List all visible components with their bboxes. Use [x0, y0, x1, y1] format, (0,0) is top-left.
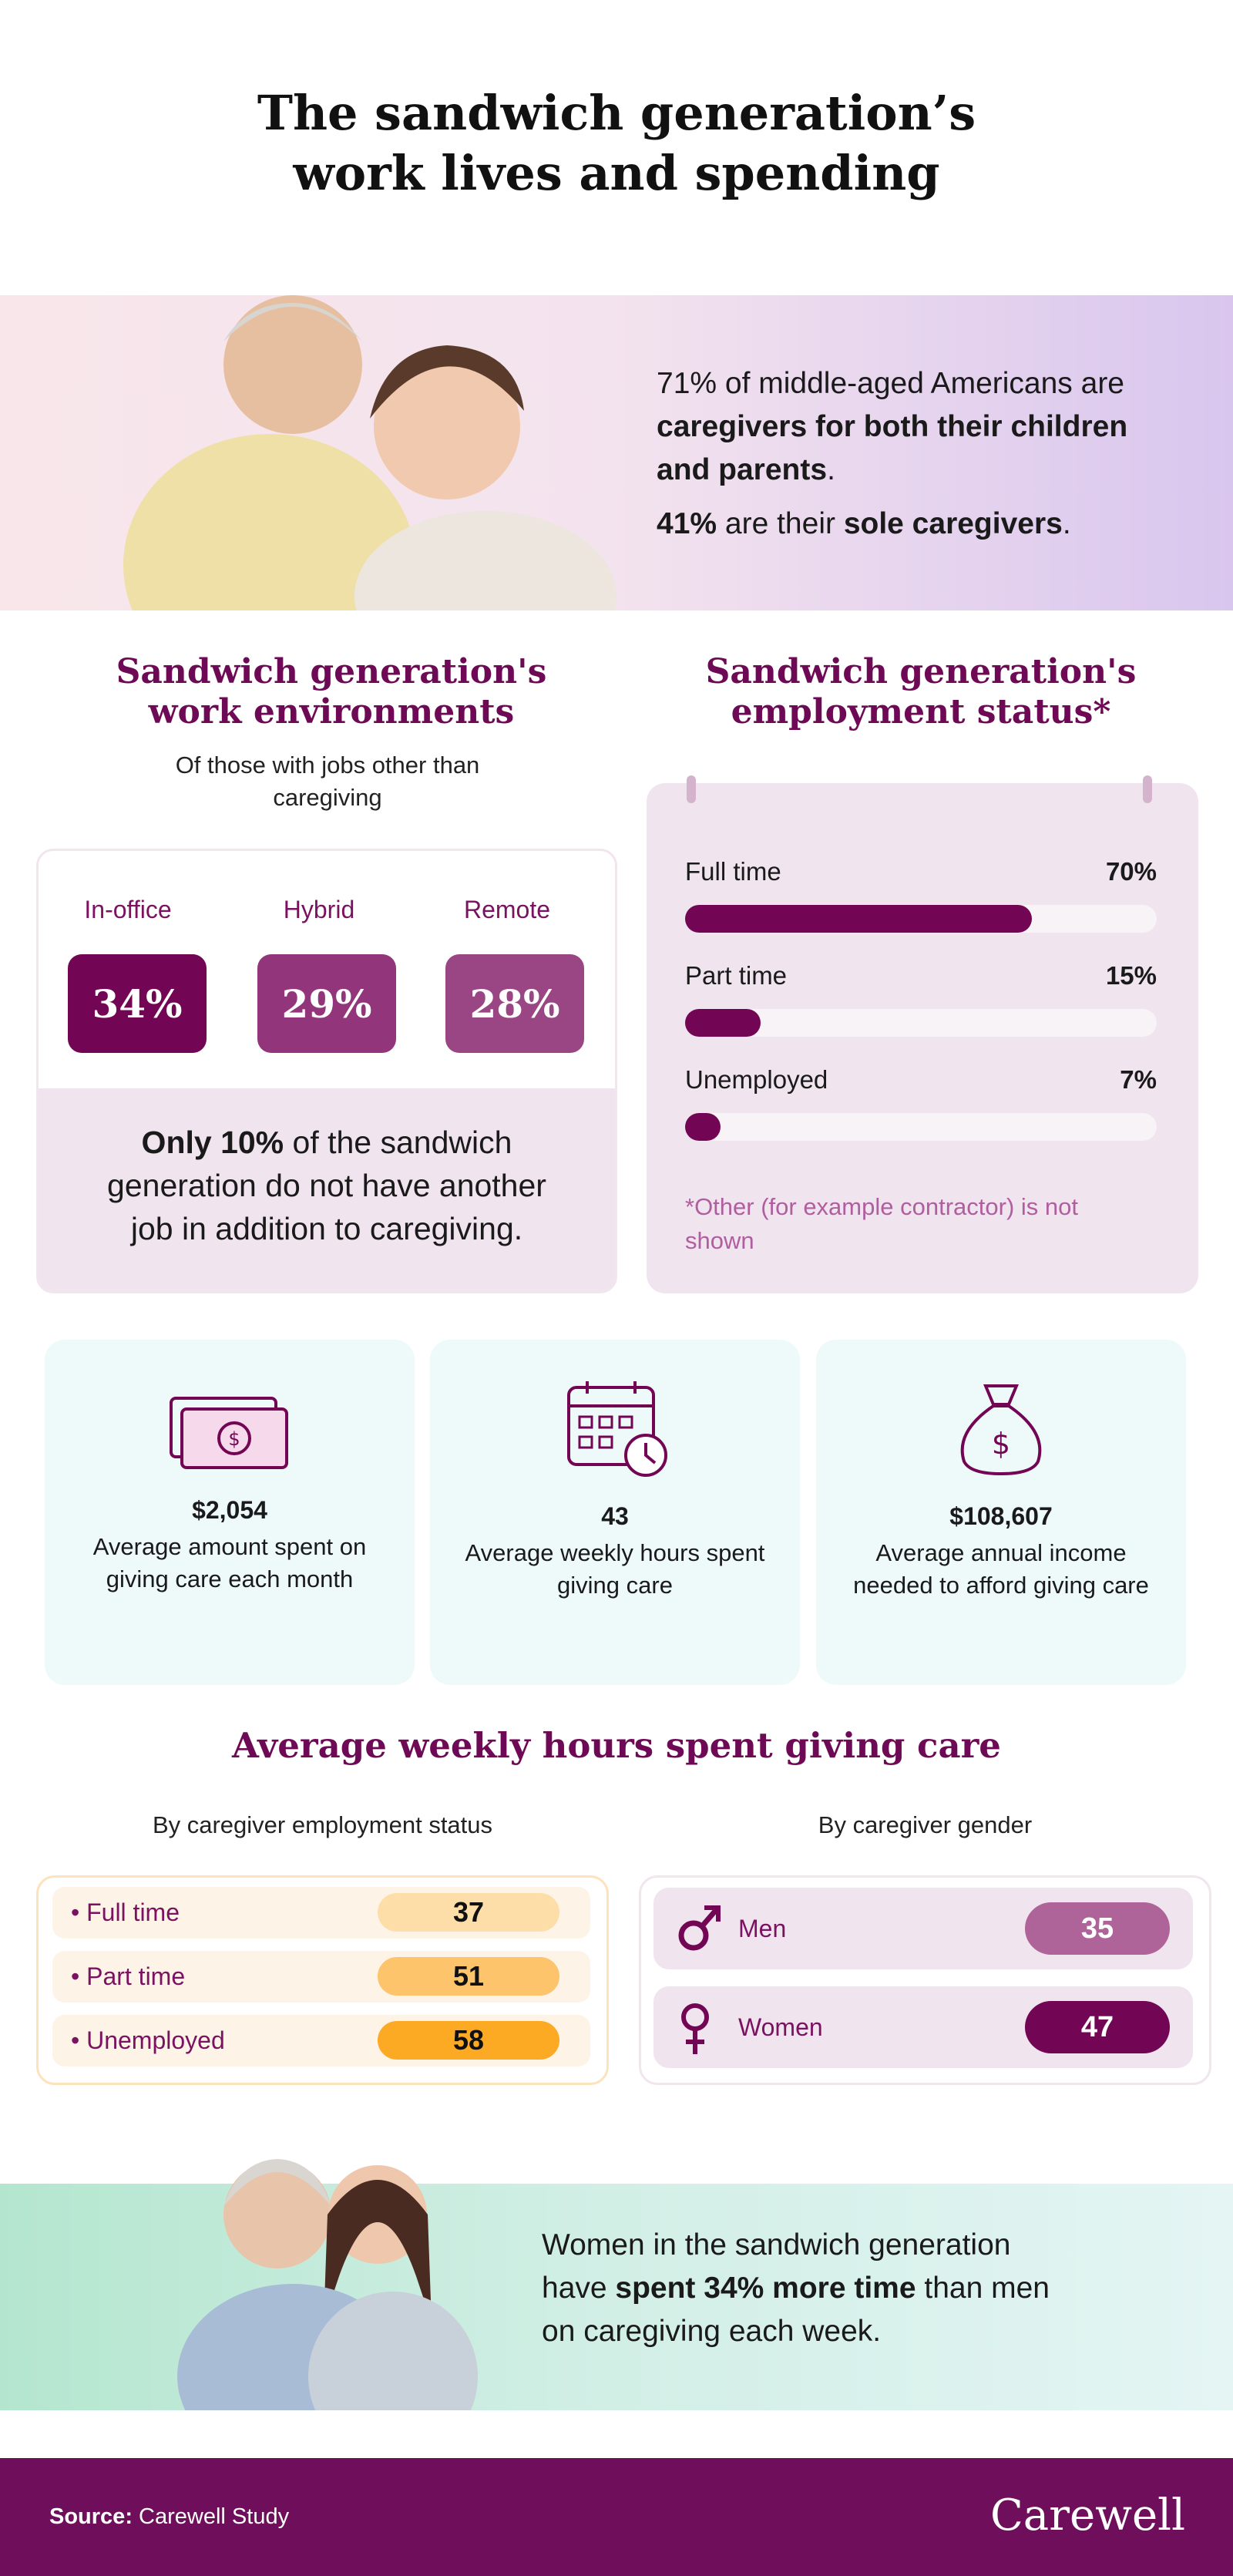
hero-text-bold: 41% — [657, 507, 717, 540]
gender-value: 35 — [1025, 1902, 1170, 1955]
stat-value: $108,607 — [949, 1502, 1053, 1530]
weekly-hours-title: Average weekly hours spent giving care — [232, 1725, 1001, 1766]
stat-value: 43 — [601, 1502, 629, 1530]
work-env-note: Only 10% of the sandwich generation do n… — [39, 1088, 615, 1291]
money-bag-icon: $ — [960, 1384, 1042, 1476]
hours-by-employment-card: • Full time 37 • Part time 51 • Unemployed… — [36, 1875, 609, 2085]
stat-description: Average weekly hours spent giving care — [465, 1539, 765, 1599]
page-title: The sandwich generation’s work lives and… — [0, 83, 1233, 203]
hours-value: 58 — [378, 2021, 559, 2060]
hours-value: 51 — [378, 1957, 559, 1996]
gender-row: Women 47 — [653, 1986, 1193, 2068]
stat-value: $2,054 — [192, 1496, 267, 1524]
stat-card: $ $2,054 Average amount spent on giving … — [45, 1340, 415, 1685]
band-text-bold: spent 34% more time — [615, 2272, 916, 2305]
progress-track — [685, 1113, 1157, 1141]
work-env-card: In-office Hybrid Remote 34% 29% 28% Only… — [36, 849, 617, 1293]
hours-row: • Full time 37 — [52, 1887, 590, 1939]
footer: Source: Carewell Study Carewell — [0, 2458, 1233, 2576]
hours-label-text: Unemployed — [86, 2026, 225, 2054]
women-caregiving-banner: Women in the sandwich generation have sp… — [0, 2159, 1233, 2410]
hero-banner: 71% of middle-aged Americans are caregiv… — [0, 295, 1233, 610]
hours-label: • Part time — [71, 1962, 186, 1990]
title-line: work lives and spending — [293, 145, 940, 201]
hero-text-part: . — [1062, 507, 1071, 540]
hero-text-part: are their — [717, 507, 844, 540]
employment-value: 7% — [1120, 1065, 1157, 1094]
stat-card: 43 Average weekly hours spent giving car… — [430, 1340, 800, 1685]
employment-title: Sandwich generation's employment status* — [705, 652, 1137, 731]
carewell-logo: Carewell — [989, 2490, 1185, 2541]
hero-text-part: 71% of middle-aged Americans are — [657, 367, 1124, 400]
hero-text-bold: sole caregivers — [843, 507, 1063, 540]
work-env-label: In-office — [84, 896, 172, 923]
gender-row: Men 35 — [653, 1888, 1193, 1969]
female-icon — [681, 2003, 709, 2054]
progress-track — [685, 1009, 1157, 1037]
source-text: Carewell Study — [132, 2504, 290, 2529]
employment-value: 70% — [1105, 857, 1157, 886]
progress-fill — [685, 905, 1032, 933]
pin-decoration — [687, 775, 696, 803]
gender-label: Women — [738, 2013, 823, 2041]
calendar-clock-icon — [567, 1381, 667, 1477]
svg-text:$: $ — [992, 1427, 1010, 1461]
women-caregiving-text: Women in the sandwich generation have sp… — [542, 2224, 1081, 2353]
money-icon: $ — [170, 1397, 288, 1469]
employment-row: Part time 15% — [685, 961, 1157, 1037]
work-env-value: 28% — [445, 954, 584, 1053]
mother-daughter-photo — [162, 2122, 485, 2410]
hero-text: 71% of middle-aged Americans are caregiv… — [657, 362, 1165, 546]
work-env-value: 34% — [68, 954, 207, 1053]
work-env-label: Remote — [463, 896, 551, 923]
hero-text-bold: caregivers for both their children and p… — [657, 410, 1128, 486]
band-text-part: than men on caregiving each week. — [542, 2272, 1050, 2348]
band-text-part: Women in the sandwich generation have — [542, 2228, 1011, 2305]
work-env-value: 29% — [257, 954, 396, 1053]
employment-card: Full time 70% Part time 15% Unemployed 7% *… — [647, 775, 1198, 1293]
stat-description: Average annual income needed to afford g… — [853, 1539, 1149, 1599]
pin-decoration — [1143, 775, 1152, 803]
progress-track — [685, 905, 1157, 933]
source-citation: Source: Carewell Study — [49, 2504, 289, 2530]
employment-footnote: *Other (for example contractor) is not s… — [685, 1193, 1078, 1254]
source-label: Source: — [49, 2504, 133, 2529]
hours-value: 37 — [378, 1893, 559, 1932]
hours-by-gender-card: Men 35 Women 47 — [639, 1875, 1211, 2085]
progress-fill — [685, 1113, 721, 1141]
hours-label: • Full time — [71, 1898, 180, 1926]
gender-subheading: By caregiver gender — [818, 1811, 1033, 1838]
hours-label-text: Full time — [86, 1898, 180, 1926]
employment-row: Unemployed 7% — [685, 1065, 1157, 1141]
work-env-label: Hybrid — [283, 896, 355, 923]
employment-label: Part time — [685, 961, 788, 990]
employment-row: Full time 70% — [685, 857, 1157, 933]
employment-label: Unemployed — [685, 1065, 828, 1094]
hours-label: • Unemployed — [71, 2026, 225, 2054]
svg-text:$: $ — [228, 1428, 240, 1450]
employment-label: Full time — [685, 857, 781, 886]
male-icon — [678, 1905, 721, 1951]
stat-description: Average amount spent on giving care each… — [92, 1533, 367, 1592]
hours-label-text: Part time — [86, 1962, 186, 1990]
work-env-subtitle: Of those with jobs other than caregiving — [175, 752, 480, 811]
gender-value: 47 — [1025, 2001, 1170, 2053]
grandparent-child-photo — [116, 272, 632, 610]
employment-subheading: By caregiver employment status — [152, 1811, 493, 1838]
employment-value: 15% — [1105, 961, 1157, 990]
title-line: The sandwich generation’s — [257, 85, 976, 141]
work-env-title: Sandwich generation's work environments — [116, 652, 547, 731]
hours-row: • Unemployed 58 — [52, 2015, 590, 2067]
hours-row: • Part time 51 — [52, 1951, 590, 2003]
note-bold: Only 10% — [141, 1125, 284, 1160]
stat-card: $ $108,607 Average annual income needed … — [816, 1340, 1186, 1685]
progress-fill — [685, 1009, 761, 1037]
hero-text-part: . — [827, 453, 835, 486]
note-text: of the sandwich generation do not have a… — [107, 1125, 546, 1246]
gender-label: Men — [738, 1915, 787, 1942]
